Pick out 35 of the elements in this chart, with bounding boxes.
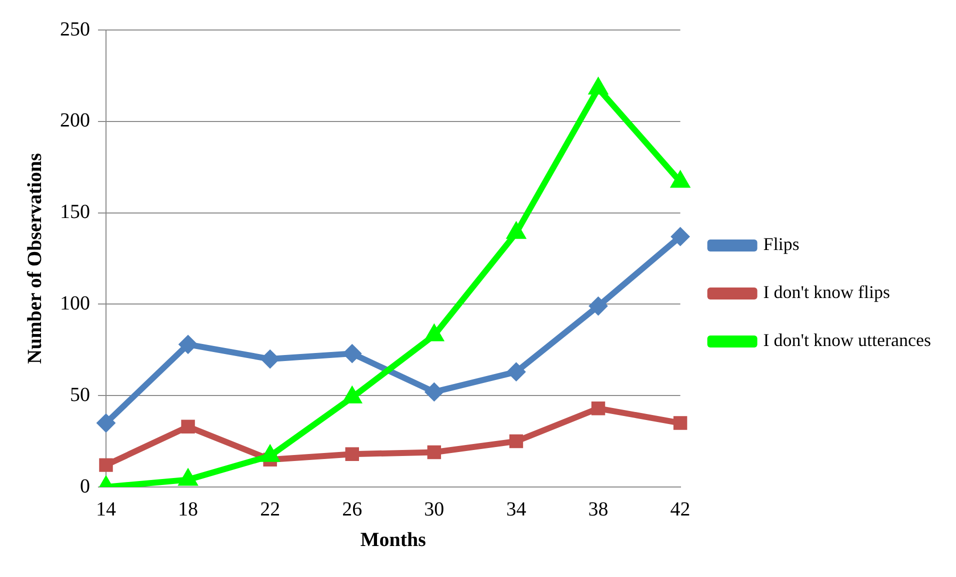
y-tick-label: 200 [60,110,90,132]
y-tick-label: 100 [60,292,90,314]
point [345,447,359,461]
point [588,296,608,316]
point [673,416,688,430]
x-tick-label: 26 [342,498,362,520]
point [181,420,195,434]
point [506,221,526,239]
point [342,344,362,364]
x-tick-label: 14 [96,498,116,520]
legend-label: Flips [763,234,800,254]
x-tick-label: 38 [588,498,608,520]
point [427,445,442,460]
point [670,170,690,188]
legend-label: I don't know utterances [763,330,932,350]
legend-label: I don't know flips [763,282,890,302]
x-tick-label: 42 [670,498,690,520]
point [96,414,116,433]
y-tick-label: 0 [80,475,90,498]
point [509,434,524,448]
x-axis-title: Months [360,529,426,552]
y-axis-title: Number of Observations [24,152,46,364]
x-tick-label: 22 [260,498,280,520]
y-tick-label: 250 [60,18,90,40]
x-tick-label: 18 [178,498,198,520]
y-tick-label: 50 [70,384,90,406]
x-tick-label: 34 [506,498,526,520]
x-tick-label: 30 [424,498,444,520]
point [99,458,113,472]
point [424,382,444,402]
point [178,334,198,354]
point [588,76,608,94]
point [591,402,606,416]
y-tick-label: 150 [60,201,90,224]
point [506,362,526,382]
